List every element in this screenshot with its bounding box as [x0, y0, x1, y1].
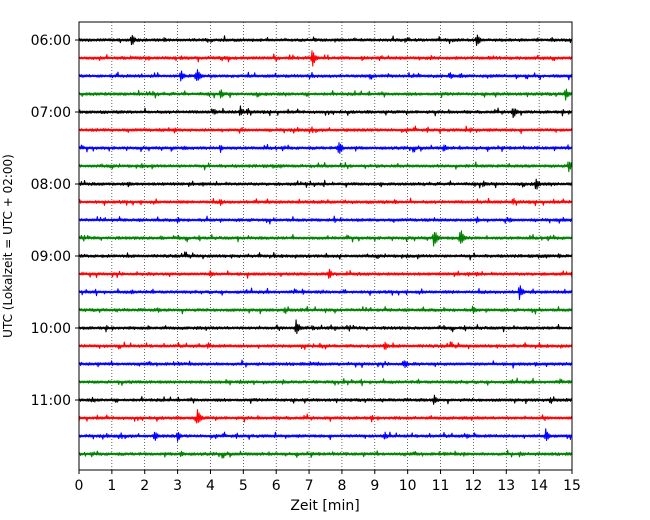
x-tick-label: 14: [530, 478, 548, 494]
plot-frame: [78, 21, 573, 471]
y-tick-label: 09:00: [31, 249, 71, 265]
y-axis-title: UTC (Lokalzeit = UTC + 02:00): [1, 154, 15, 338]
x-tick-label: 2: [140, 478, 149, 494]
seismic-trace: [78, 428, 573, 442]
x-tick-label: 9: [370, 478, 379, 494]
y-tick-label: 06:00: [31, 33, 71, 49]
y-tick-label: 07:00: [31, 105, 71, 121]
seismic-trace: [78, 409, 573, 424]
x-tick-label: 0: [75, 478, 84, 494]
seismic-trace: [78, 319, 573, 335]
x-tick-label: 15: [563, 478, 581, 494]
trace-series: [78, 34, 573, 459]
x-tick-label: 13: [497, 478, 515, 494]
x-axis-title: Zeit [min]: [290, 498, 359, 514]
seismic-trace: [78, 161, 573, 173]
x-tick-label: 10: [399, 478, 417, 494]
x-tick-label: 3: [173, 478, 182, 494]
x-tick-label: 7: [305, 478, 314, 494]
x-axis-ticks: 0 1 2 3 4 5 6 7 8 9 10 11 12 13 14 15: [75, 470, 581, 494]
x-tick-label: 12: [464, 478, 482, 494]
y-tick-label: 08:00: [31, 177, 71, 193]
x-tick-label: 11: [432, 478, 450, 494]
x-tick-label: 5: [239, 478, 248, 494]
y-axis-ticks: 06:00 07:00 08:00 09:00 10:00 11:00: [31, 33, 79, 409]
x-tick-label: 6: [272, 478, 281, 494]
x-tick-label: 8: [337, 478, 346, 494]
y-tick-label: 10:00: [31, 321, 71, 337]
grid-lines: [78, 22, 573, 470]
x-tick-label: 1: [107, 478, 116, 494]
x-tick-label: 4: [206, 478, 215, 494]
y-tick-label: 11:00: [31, 393, 71, 409]
